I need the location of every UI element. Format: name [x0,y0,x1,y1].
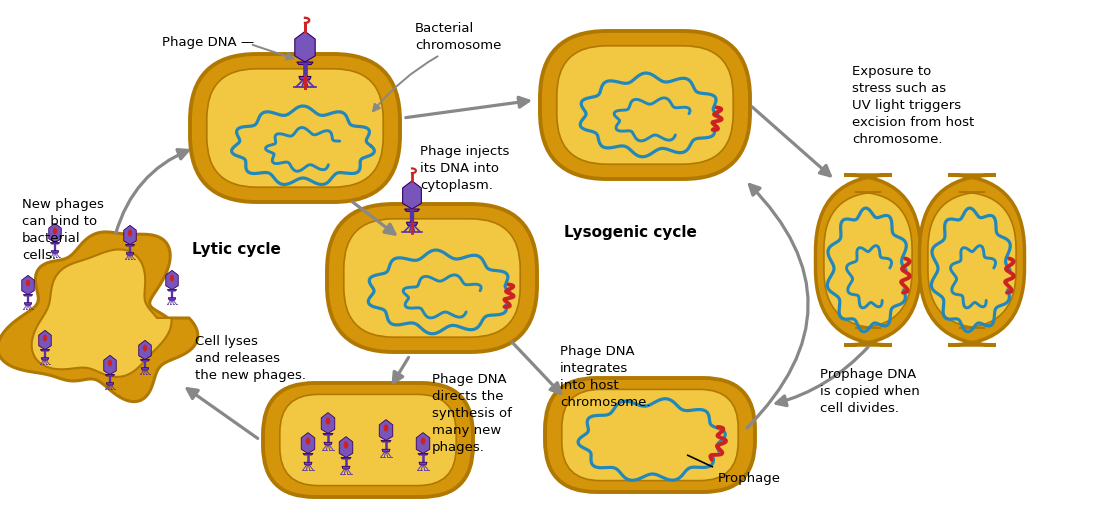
Polygon shape [297,62,313,64]
Text: Prophage: Prophage [718,472,781,485]
Polygon shape [417,453,429,455]
Polygon shape [49,223,61,242]
FancyBboxPatch shape [556,46,733,164]
Text: Phage DNA —: Phage DNA — [162,36,254,49]
Polygon shape [323,433,333,435]
Polygon shape [22,276,35,295]
Text: Lysogenic cycle: Lysogenic cycle [564,225,697,240]
Polygon shape [40,349,50,351]
FancyBboxPatch shape [190,54,400,202]
Ellipse shape [142,345,147,352]
Polygon shape [24,302,32,305]
Polygon shape [303,453,313,455]
Polygon shape [324,442,332,445]
Polygon shape [106,383,114,385]
Polygon shape [0,232,198,402]
Ellipse shape [344,441,348,448]
FancyBboxPatch shape [279,394,456,485]
FancyBboxPatch shape [263,383,473,497]
Polygon shape [302,433,315,453]
FancyBboxPatch shape [824,192,912,328]
FancyBboxPatch shape [344,219,520,337]
Polygon shape [418,462,427,465]
Polygon shape [381,441,391,442]
Polygon shape [322,413,335,433]
Text: Lytic cycle: Lytic cycle [193,242,280,257]
Polygon shape [106,375,115,376]
Polygon shape [168,298,176,300]
Polygon shape [23,295,32,296]
Polygon shape [416,433,430,453]
Polygon shape [139,340,151,359]
Polygon shape [382,450,390,452]
Ellipse shape [326,417,331,425]
Ellipse shape [52,228,57,235]
Polygon shape [339,437,353,457]
Polygon shape [39,330,51,349]
Polygon shape [304,462,312,465]
Ellipse shape [170,275,174,281]
Ellipse shape [128,230,132,237]
Ellipse shape [306,437,311,445]
FancyBboxPatch shape [207,69,383,187]
Polygon shape [141,368,149,370]
Text: New phages
can bind to
bacterial
cells.: New phages can bind to bacterial cells. [22,198,104,262]
Polygon shape [295,32,315,62]
Polygon shape [124,226,136,245]
Ellipse shape [384,424,388,432]
Polygon shape [342,466,351,469]
Polygon shape [51,251,59,253]
Text: Phage DNA
directs the
synthesis of
many new
phages.: Phage DNA directs the synthesis of many … [432,373,512,454]
Text: Exposure to
stress such as
UV light triggers
excision from host
chromosome.: Exposure to stress such as UV light trig… [851,65,974,146]
Polygon shape [166,270,178,289]
Polygon shape [403,181,422,209]
FancyBboxPatch shape [919,175,1024,345]
FancyBboxPatch shape [540,31,750,179]
Polygon shape [31,249,171,377]
FancyBboxPatch shape [928,192,1016,328]
Ellipse shape [42,335,47,341]
FancyBboxPatch shape [327,204,536,352]
Text: Phage DNA
integrates
into host
chromosome.: Phage DNA integrates into host chromosom… [560,345,650,409]
Polygon shape [126,253,134,255]
Polygon shape [126,245,135,246]
Polygon shape [41,358,49,360]
Polygon shape [50,242,60,244]
Text: Cell lyses
and releases
the new phages.: Cell lyses and releases the new phages. [195,335,306,382]
Ellipse shape [421,437,425,445]
Text: Prophage DNA
is copied when
cell divides.: Prophage DNA is copied when cell divides… [820,368,919,415]
FancyBboxPatch shape [562,389,738,481]
Polygon shape [140,359,149,361]
FancyBboxPatch shape [545,378,755,492]
Polygon shape [167,289,177,291]
Polygon shape [299,76,312,80]
Polygon shape [380,419,393,441]
Polygon shape [404,209,420,211]
Polygon shape [406,222,417,226]
FancyBboxPatch shape [816,175,920,345]
Ellipse shape [108,360,112,366]
Polygon shape [341,457,351,459]
Text: Bacterial
chromosome: Bacterial chromosome [415,22,501,52]
Ellipse shape [26,280,30,286]
Text: Phage injects
its DNA into
cytoplasm.: Phage injects its DNA into cytoplasm. [420,145,510,192]
Polygon shape [104,355,116,375]
